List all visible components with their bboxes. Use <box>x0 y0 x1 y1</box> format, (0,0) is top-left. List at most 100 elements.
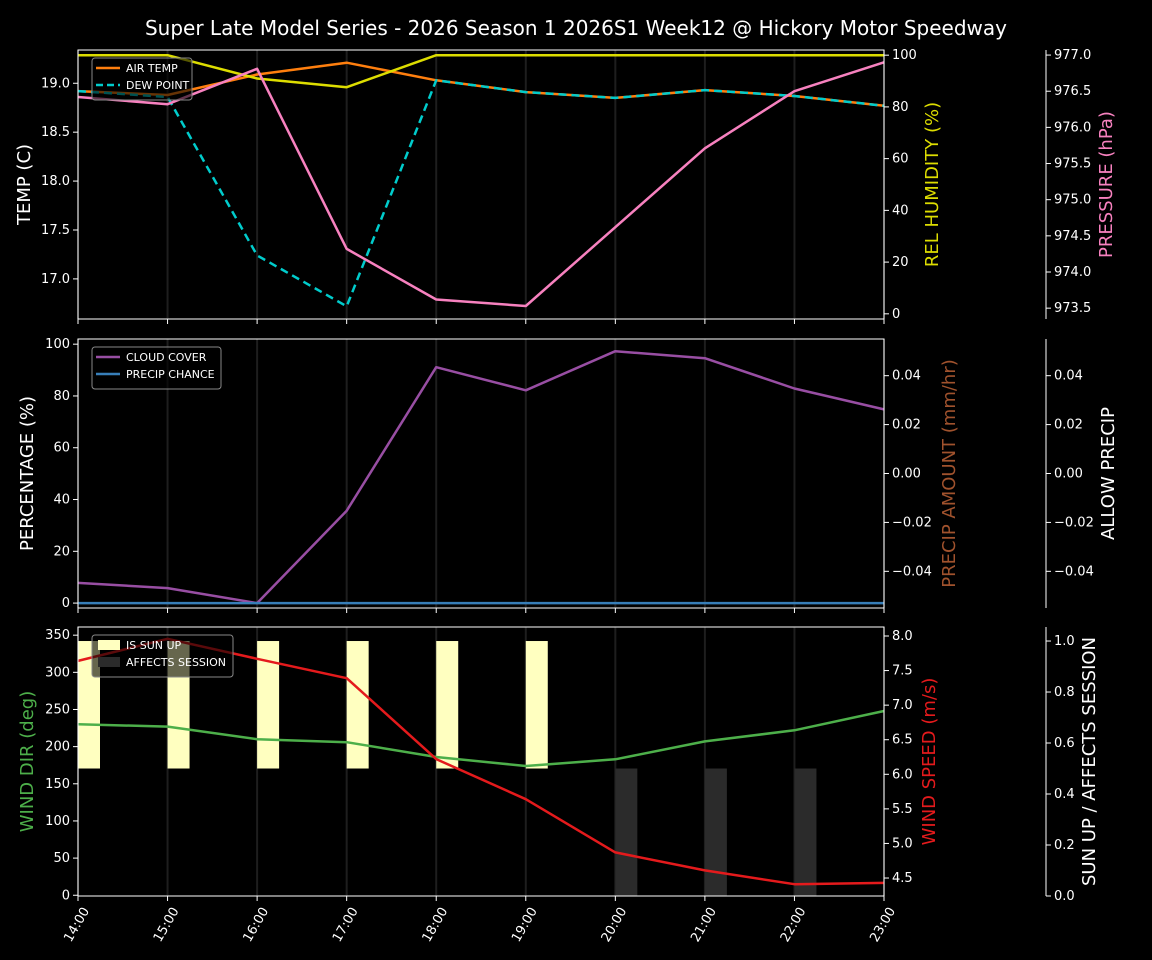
right-axis-tick-label: 5.5 <box>892 802 913 817</box>
far-axis-tick-label: 976.0 <box>1054 120 1091 135</box>
left-axis-tick-label: 19.0 <box>41 76 70 91</box>
x-tick-label: 21:00 <box>688 905 720 945</box>
panel-2: 0 20 40 60 80 100 −0.04 −0.02 0.00 0.02 0.04 −0.04 −… <box>17 337 1119 613</box>
legend-box <box>91 634 234 678</box>
x-tick-label: 18:00 <box>420 905 452 945</box>
left-axis-tick-label: 250 <box>45 702 70 717</box>
right-axis-tick-label: 60 <box>892 152 909 167</box>
x-tick-label: 14:00 <box>61 905 93 945</box>
legend-swatch <box>98 657 120 667</box>
bar-affects-session <box>794 768 817 896</box>
left-axis-tick-label: 200 <box>45 740 70 755</box>
x-tick-label: 15:00 <box>151 905 183 945</box>
panel-3: 0 50 100 150 200 250 300 350 4.5 5.0 5.5 6.0 6.5 7.0 7… <box>17 626 1100 904</box>
left-axis-label: PERCENTAGE (%) <box>17 396 38 551</box>
series-wind-dir <box>77 709 885 768</box>
bar-affects-session <box>704 768 727 896</box>
right-axis-tick-label: 20 <box>892 255 909 270</box>
left-axis-tick-label: 150 <box>45 777 70 792</box>
right-axis-tick-label: −0.04 <box>892 564 932 579</box>
legend-label: CLOUD COVER <box>126 351 207 364</box>
far-axis-tick-label: 977.0 <box>1054 48 1091 63</box>
left-axis-tick-label: 300 <box>45 665 70 680</box>
left-axis-tick-label: 50 <box>53 851 70 866</box>
legend-swatch <box>98 640 120 650</box>
right-axis-tick-label: 0 <box>892 307 900 322</box>
left-axis-label: WIND DIR (deg) <box>17 691 38 833</box>
far-axis-label: SUN UP / AFFECTS SESSION <box>1079 637 1100 886</box>
legend: CLOUD COVER PRECIP CHANCE <box>91 346 222 390</box>
x-tick-label: 23:00 <box>867 905 899 945</box>
x-tick-label: 19:00 <box>509 905 541 945</box>
far-axis-label: PRESSURE (hPa) <box>1096 111 1117 258</box>
far-axis-tick-label: 975.0 <box>1054 193 1091 208</box>
far-axis-tick-label: 976.5 <box>1054 84 1091 99</box>
left-axis-tick-label: 18.5 <box>41 125 70 140</box>
series-rel-humidity <box>78 53 884 89</box>
chart-title: Super Late Model Series - 2026 Season 1 … <box>145 16 1007 40</box>
far-axis-tick-label: 0.6 <box>1054 736 1075 751</box>
left-axis-tick-label: 0 <box>62 596 70 611</box>
right-axis-tick-label: 8.0 <box>892 629 913 644</box>
legend-label: AFFECTS SESSION <box>126 656 226 669</box>
left-axis-tick-label: 0 <box>62 888 70 903</box>
series-air-temp <box>77 61 885 108</box>
legend-label: DEW POINT <box>126 79 190 92</box>
right-axis-tick-label: 100 <box>892 48 917 63</box>
far-axis-tick-label: 974.5 <box>1054 229 1091 244</box>
right-axis-tick-label: 7.5 <box>892 664 913 679</box>
x-tick-label: 20:00 <box>599 905 631 945</box>
far-axis-tick-label: 0.04 <box>1054 369 1083 384</box>
left-axis-label: TEMP (C) <box>14 144 35 226</box>
right-axis-tick-label: 80 <box>892 100 909 115</box>
bar-affects-session <box>615 768 638 896</box>
series-pressure <box>77 61 885 308</box>
left-axis-tick-label: 17.0 <box>41 272 70 287</box>
far-axis-label: ALLOW PRECIP <box>1098 407 1119 540</box>
right-axis-tick-label: −0.02 <box>892 515 932 530</box>
right-axis-tick-label: 4.5 <box>892 871 913 886</box>
series-cloud-cover <box>77 349 885 605</box>
left-axis-tick-label: 20 <box>53 544 70 559</box>
left-axis-tick-label: 60 <box>53 441 70 456</box>
left-axis-tick-label: 100 <box>45 337 70 352</box>
bar-is-sun-up <box>525 641 548 769</box>
right-axis-tick-label: 0.04 <box>892 369 921 384</box>
left-axis-tick-label: 80 <box>53 389 70 404</box>
far-axis-tick-label: 0.4 <box>1054 787 1075 802</box>
x-tick-label: 16:00 <box>240 905 272 945</box>
far-axis-tick-label: 0.02 <box>1054 418 1083 433</box>
far-axis-tick-label: 0.00 <box>1054 467 1083 482</box>
bar-is-sun-up <box>346 641 369 769</box>
right-axis-tick-label: 6.5 <box>892 733 913 748</box>
right-axis-tick-label: 6.0 <box>892 767 913 782</box>
right-axis-tick-label: 0.02 <box>892 418 921 433</box>
left-axis-tick-label: 350 <box>45 628 70 643</box>
right-axis-tick-label: 7.0 <box>892 698 913 713</box>
legend: IS SUN UP AFFECTS SESSION <box>91 634 234 678</box>
legend: AIR TEMP DEW POINT <box>91 57 193 101</box>
left-axis-tick-label: 100 <box>45 814 70 829</box>
x-tick-label: 22:00 <box>778 905 810 945</box>
legend-label: AIR TEMP <box>126 62 178 75</box>
right-axis-tick-label: 0.00 <box>892 467 921 482</box>
far-axis-tick-label: 0.2 <box>1054 838 1075 853</box>
far-axis-tick-label: 973.5 <box>1054 301 1091 316</box>
bar-is-sun-up <box>257 641 280 769</box>
left-axis-tick-label: 17.5 <box>41 223 70 238</box>
plot-frame <box>77 626 885 897</box>
x-tick-label: 17:00 <box>330 905 362 945</box>
far-axis-tick-label: 975.5 <box>1054 157 1091 172</box>
bar-is-sun-up <box>436 641 459 769</box>
legend-label: IS SUN UP <box>126 639 182 652</box>
legend-label: PRECIP CHANCE <box>126 368 215 381</box>
panel-1: 17.0 17.5 18.0 18.5 19.0 0 20 40 60 80 100 973.5 974… <box>14 48 1117 324</box>
far-axis-tick-label: 0.8 <box>1054 685 1075 700</box>
plot-frame <box>77 49 885 320</box>
left-axis-tick-label: 40 <box>53 493 70 508</box>
far-axis-tick-label: 974.0 <box>1054 265 1091 280</box>
right-axis-tick-label: 40 <box>892 203 909 218</box>
far-axis-tick-label: 1.0 <box>1054 634 1075 649</box>
series-dew-point <box>77 79 885 308</box>
